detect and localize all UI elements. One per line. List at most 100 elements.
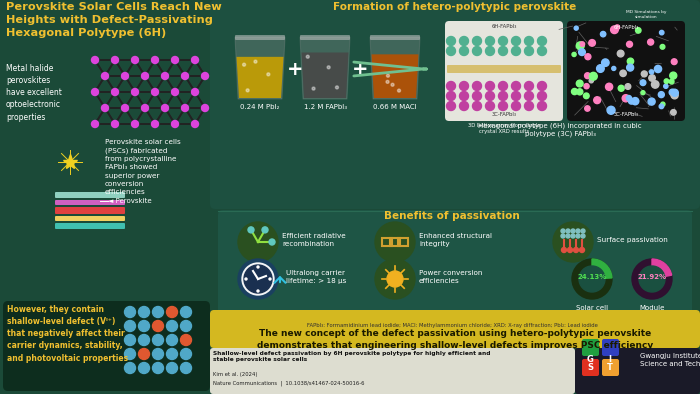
Text: +: +	[287, 59, 303, 78]
Circle shape	[538, 91, 547, 100]
Circle shape	[607, 106, 615, 114]
FancyBboxPatch shape	[55, 192, 125, 198]
Circle shape	[512, 82, 521, 91]
Circle shape	[584, 93, 589, 98]
Circle shape	[125, 362, 136, 374]
Circle shape	[636, 28, 641, 33]
Circle shape	[641, 71, 648, 77]
Circle shape	[386, 74, 389, 77]
Circle shape	[162, 72, 169, 80]
Text: G: G	[587, 355, 594, 364]
Circle shape	[566, 229, 570, 233]
Circle shape	[375, 259, 415, 299]
Circle shape	[447, 82, 456, 91]
Text: MD Simulations by
simulation: MD Simulations by simulation	[626, 10, 666, 19]
Circle shape	[153, 335, 164, 346]
Circle shape	[561, 229, 565, 233]
Text: 1.2 M FAPbI₃: 1.2 M FAPbI₃	[304, 104, 346, 110]
Circle shape	[139, 307, 150, 318]
Circle shape	[538, 37, 547, 45]
Text: Solar cell: Solar cell	[576, 305, 608, 311]
Circle shape	[181, 320, 192, 331]
Circle shape	[576, 42, 584, 50]
Text: I: I	[608, 355, 612, 364]
Circle shape	[92, 56, 99, 63]
Text: Shallow-level defect passivation by 6H perovskite polytype for highly efficient : Shallow-level defect passivation by 6H p…	[213, 351, 491, 362]
Text: However, they contain
shallow-level defect (Vᴵ⁺)
that negatively affect their
ca: However, they contain shallow-level defe…	[7, 305, 128, 362]
Circle shape	[459, 102, 468, 110]
Circle shape	[661, 102, 665, 106]
Circle shape	[398, 89, 400, 92]
Circle shape	[192, 56, 199, 63]
Circle shape	[589, 79, 594, 83]
Circle shape	[538, 102, 547, 110]
Circle shape	[151, 89, 158, 95]
Circle shape	[111, 56, 118, 63]
Circle shape	[641, 91, 645, 95]
Text: Formation of hetero-polytypic perovskite: Formation of hetero-polytypic perovskite	[333, 2, 577, 12]
Text: Gwangju Institute of
Science and Technology: Gwangju Institute of Science and Technol…	[640, 353, 700, 367]
Circle shape	[153, 320, 164, 331]
Circle shape	[125, 349, 136, 359]
Circle shape	[387, 271, 403, 287]
Circle shape	[246, 89, 249, 92]
Bar	[390, 238, 400, 246]
Circle shape	[153, 349, 164, 359]
Circle shape	[670, 72, 677, 79]
Circle shape	[257, 290, 259, 292]
FancyBboxPatch shape	[567, 21, 685, 121]
Circle shape	[561, 247, 566, 253]
FancyBboxPatch shape	[0, 0, 210, 394]
Text: ◄ Perovskite: ◄ Perovskite	[108, 198, 152, 204]
Circle shape	[447, 91, 456, 100]
Circle shape	[571, 234, 575, 238]
Circle shape	[153, 362, 164, 374]
Circle shape	[580, 247, 584, 253]
Circle shape	[132, 121, 139, 128]
Text: 6H-FAPbI₃: 6H-FAPbI₃	[613, 25, 638, 30]
Polygon shape	[372, 54, 419, 98]
Circle shape	[172, 89, 178, 95]
Circle shape	[486, 82, 494, 91]
Circle shape	[181, 72, 188, 80]
Circle shape	[568, 247, 573, 253]
Circle shape	[650, 70, 654, 74]
Circle shape	[627, 58, 634, 65]
Circle shape	[447, 102, 456, 110]
Circle shape	[269, 239, 275, 245]
Bar	[398, 238, 408, 246]
Circle shape	[512, 46, 521, 56]
Circle shape	[238, 259, 278, 299]
Circle shape	[658, 92, 664, 98]
Circle shape	[581, 234, 585, 238]
FancyBboxPatch shape	[235, 35, 285, 40]
Circle shape	[181, 307, 192, 318]
Circle shape	[153, 307, 164, 318]
Circle shape	[459, 46, 468, 56]
Circle shape	[584, 84, 589, 89]
Text: +: +	[351, 59, 368, 78]
Circle shape	[132, 89, 139, 95]
Circle shape	[242, 263, 274, 295]
Circle shape	[671, 89, 678, 97]
Circle shape	[167, 307, 178, 318]
Text: Enhanced structural
integrity: Enhanced structural integrity	[419, 233, 492, 247]
Text: The new concept of the defect passivation using hetero-polytypic perovskite
demo: The new concept of the defect passivatio…	[257, 329, 653, 350]
Circle shape	[626, 64, 634, 71]
Text: Surface passivation: Surface passivation	[597, 237, 668, 243]
Circle shape	[524, 46, 533, 56]
Circle shape	[254, 60, 257, 63]
Text: 0.24 M PbI₂: 0.24 M PbI₂	[240, 104, 280, 110]
Polygon shape	[370, 37, 420, 99]
Polygon shape	[302, 52, 349, 98]
Text: Benefits of passivation: Benefits of passivation	[384, 211, 520, 221]
Circle shape	[573, 247, 578, 253]
Circle shape	[615, 25, 620, 30]
Circle shape	[391, 83, 394, 86]
Circle shape	[576, 80, 583, 87]
Circle shape	[139, 320, 150, 331]
Text: Module: Module	[639, 305, 665, 311]
Circle shape	[648, 39, 654, 45]
Circle shape	[473, 91, 482, 100]
Wedge shape	[592, 259, 612, 279]
